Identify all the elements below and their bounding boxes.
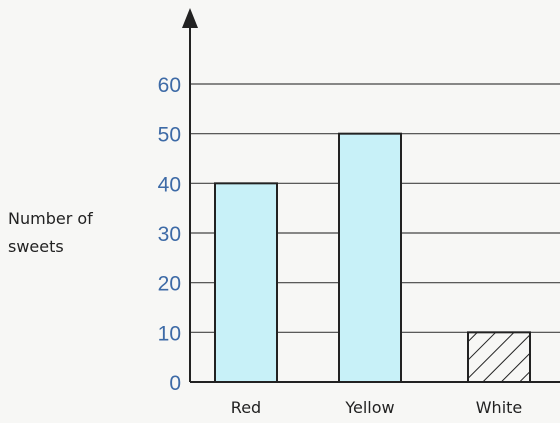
bar-white xyxy=(467,331,531,384)
y-axis-label-line-2: sweets xyxy=(8,237,64,256)
y-tick-label-10: 10 xyxy=(158,322,181,345)
y-tick-label-0: 0 xyxy=(169,372,181,395)
bar-red xyxy=(214,182,278,383)
y-tick-label-30: 30 xyxy=(158,223,181,246)
bars xyxy=(214,132,531,384)
y-tick-label-20: 20 xyxy=(158,273,181,296)
bar-yellow xyxy=(338,132,402,383)
y-axis-label: Number of sweets xyxy=(8,209,93,256)
y-tick-label-40: 40 xyxy=(158,173,181,196)
y-tick-label-60: 60 xyxy=(158,74,181,97)
y-tick-label-50: 50 xyxy=(158,124,181,147)
axes xyxy=(182,8,560,383)
x-tick-label-yellow: Yellow xyxy=(344,398,394,417)
y-axis-arrow-icon xyxy=(182,8,198,28)
x-tick-label-white: White xyxy=(476,398,523,417)
y-axis-label-line-1: Number of xyxy=(8,209,93,228)
x-tick-label-red: Red xyxy=(231,398,261,417)
y-tick-labels: 0 10 20 30 40 50 60 xyxy=(158,74,181,395)
x-tick-labels: Red Yellow White xyxy=(231,398,522,417)
